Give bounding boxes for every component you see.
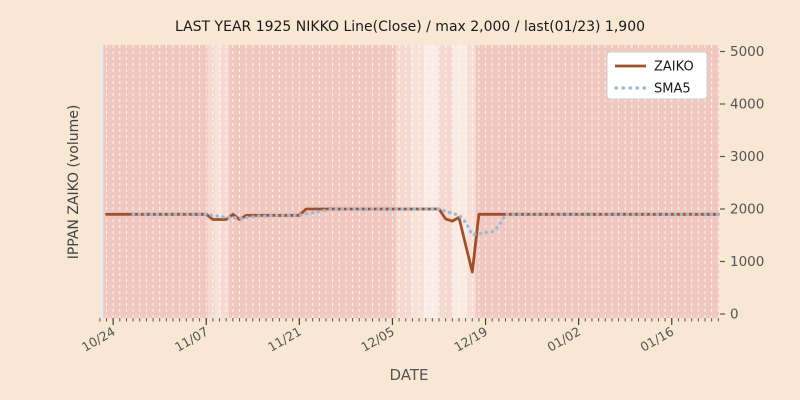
y-axis-label: IPPAN ZAIKO (volume): [66, 105, 82, 260]
legend-sma5-label: SMA5: [654, 82, 691, 97]
y-tick-label: 4000: [730, 97, 764, 113]
background-band-light: [207, 45, 215, 318]
background-band-light: [452, 45, 468, 318]
chart-title: LAST YEAR 1925 NIKKO Line(Close) / max 2…: [175, 19, 645, 35]
series-layer: [105, 207, 720, 274]
y-tick-label: 1000: [730, 254, 764, 270]
y-tick-label: 5000: [730, 44, 764, 60]
y-tick-label: 2000: [730, 202, 764, 218]
y-tick-label: 0: [730, 307, 739, 323]
x-axis-label: DATE: [389, 366, 428, 384]
background-band-light: [423, 45, 439, 318]
background-band-light: [214, 45, 222, 318]
legend-zaiko-label: ZAIKO: [654, 60, 694, 75]
background-band-light: [410, 45, 424, 318]
background-band-light: [395, 45, 411, 318]
background-band-light: [467, 45, 476, 318]
sma5-line: [131, 207, 720, 237]
background-band-light: [438, 45, 453, 318]
legend: ZAIKO SMA5: [606, 51, 708, 100]
background-band-light: [221, 45, 229, 318]
y-tick-label: 3000: [730, 149, 764, 165]
legend-box: [606, 51, 708, 100]
